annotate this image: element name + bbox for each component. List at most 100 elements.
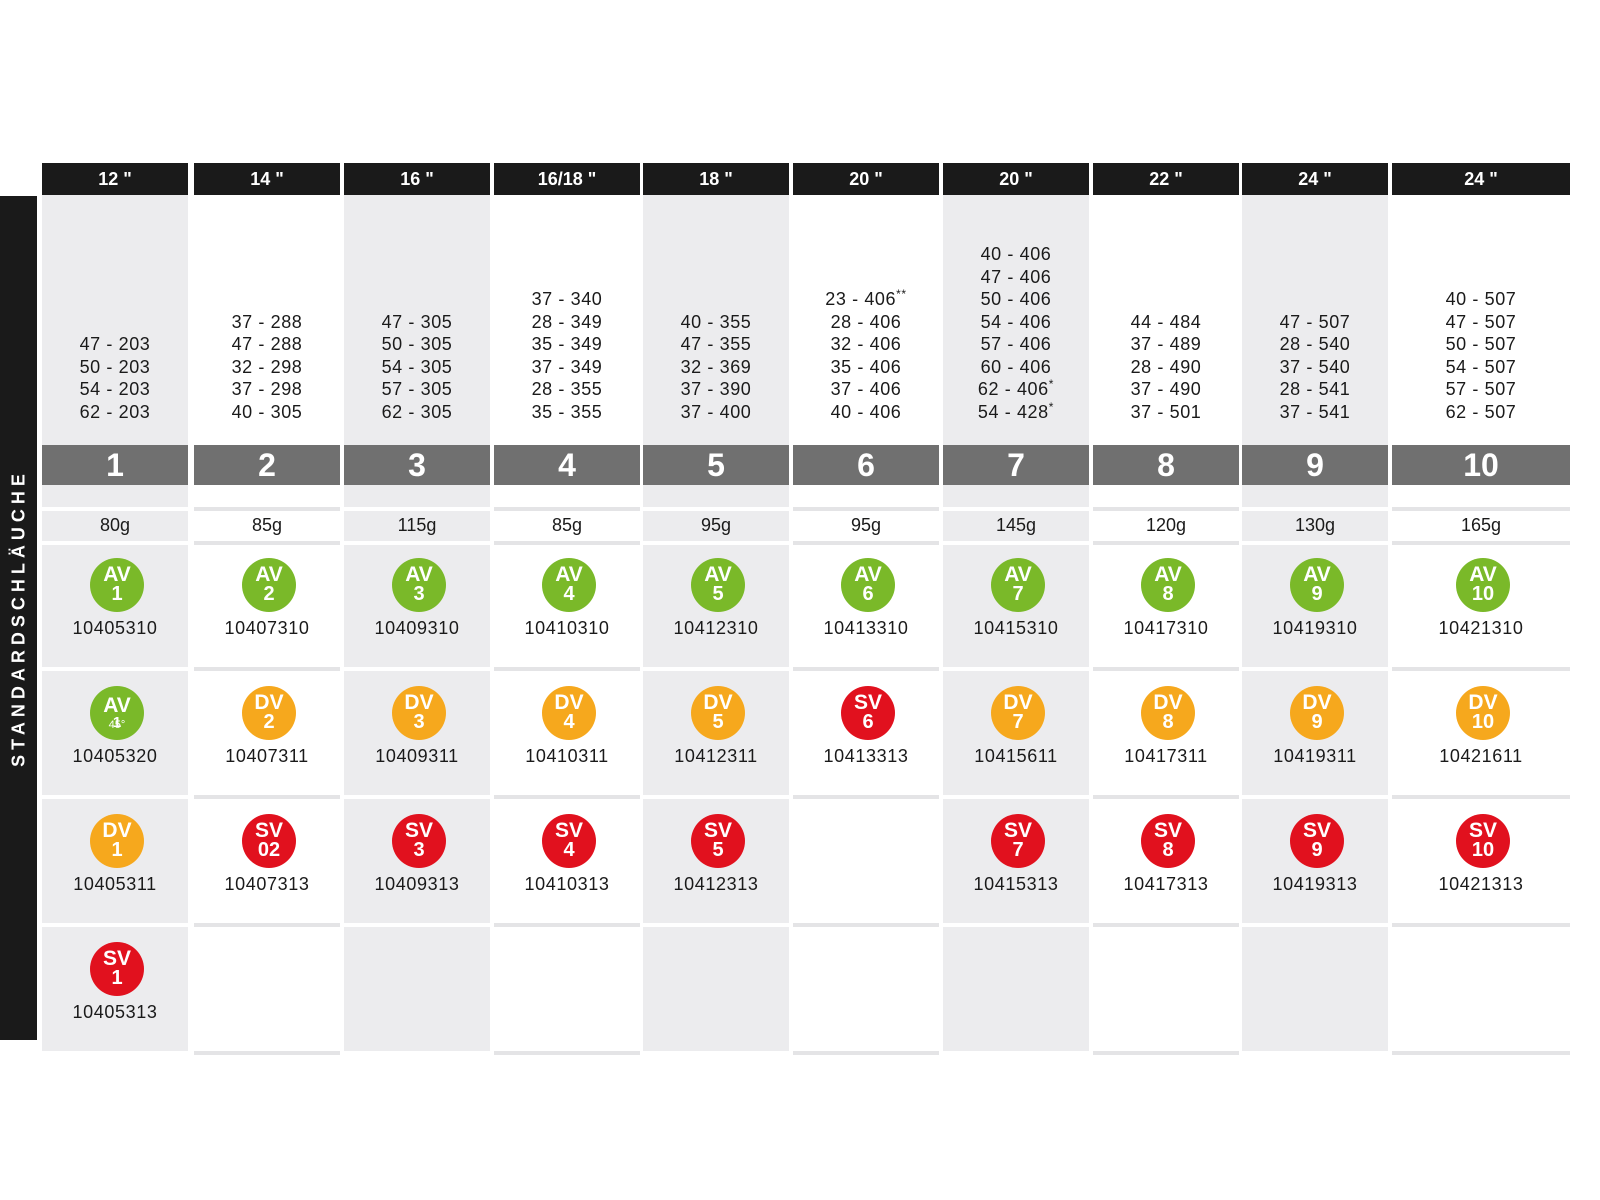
av-valve-badge: AV 10	[1456, 558, 1510, 612]
size-list: 47 - 305 50 - 305 54 - 305 57 - 305 62 - 305	[344, 195, 490, 423]
dv-valve-badge: DV 5	[691, 686, 745, 740]
valve-number: 9	[1311, 711, 1323, 733]
column-number: 8	[1093, 445, 1239, 485]
tire-size-value: 47 - 507	[1445, 311, 1517, 332]
tire-size: 23 - 406**	[825, 288, 906, 311]
tire-size: 50 - 507	[1446, 333, 1517, 356]
row-divider	[793, 795, 939, 799]
row-divider	[344, 507, 490, 511]
tire-size: 37 - 349	[532, 356, 603, 379]
tire-size-value: 62 - 305	[381, 401, 453, 422]
tire-size-value: 50 - 507	[1445, 334, 1517, 354]
valve-type: DV	[254, 691, 284, 714]
row-divider	[1392, 507, 1570, 511]
tire-size-value: 35 - 355	[531, 401, 603, 422]
tire-size-value: 32 - 369	[680, 356, 752, 377]
column-header: 24 "	[1392, 163, 1570, 195]
column-number: 3	[344, 445, 490, 485]
tire-size-value: 50 - 406	[980, 289, 1052, 309]
tire-size-value: 47 - 406	[980, 266, 1052, 287]
valve-type: SV	[1468, 819, 1497, 842]
tube-weight: 80g	[99, 515, 131, 535]
column-number: 10	[1392, 445, 1570, 485]
valve-number: 4	[563, 583, 575, 605]
tire-size-value: 37 - 288	[231, 311, 303, 332]
size-list: 40 - 507 47 - 507 50 - 507 54 - 507 57 - 507…	[1392, 195, 1570, 423]
row-divider	[1242, 795, 1388, 799]
size-list: 44 - 484 37 - 489 28 - 490 37 - 490 37 - 501	[1093, 195, 1239, 423]
tire-size: 62 - 507	[1446, 401, 1517, 424]
tire-size: 47 - 355	[681, 333, 752, 356]
valve-type: AV	[103, 694, 131, 717]
article-number: 10419310	[1272, 618, 1358, 638]
valve-type: AV	[1004, 563, 1032, 586]
tire-size-value: 32 - 298	[231, 356, 303, 377]
tire-size-value: 40 - 355	[680, 311, 752, 332]
tire-size: 37 - 390	[681, 378, 752, 401]
tire-size: 47 - 305	[382, 311, 453, 334]
tire-size-value: 37 - 298	[231, 379, 303, 399]
tire-size-value: 50 - 305	[381, 334, 453, 354]
size-column: 20 " 40 - 406 47 - 406 50 - 406 54 - 406 57 -…	[943, 163, 1089, 1055]
column-background	[1392, 195, 1570, 445]
tire-size: 40 - 355	[681, 311, 752, 334]
row-divider	[42, 507, 188, 511]
article-number: 10407311	[225, 746, 309, 766]
row-divider	[943, 507, 1089, 511]
valve-option: AV 6 10413310	[793, 543, 939, 667]
valve-option: SV 10 10421313	[1392, 799, 1570, 923]
column-background	[643, 195, 789, 445]
article-number: 10421611	[1439, 746, 1523, 766]
valve-option: DV 3 10409311	[344, 671, 490, 795]
tire-size-value: 47 - 305	[381, 311, 453, 332]
size-column: 22 " 44 - 484 37 - 489 28 - 490 37 - 490 37 -…	[1093, 163, 1239, 1055]
row-divider	[194, 1051, 340, 1055]
row-divider	[344, 923, 490, 927]
row-divider	[494, 667, 640, 671]
tire-size: 37 - 406	[831, 378, 902, 401]
valve-type: AV	[555, 563, 583, 586]
tire-size: 28 - 540	[1280, 333, 1351, 356]
tire-size: 57 - 507	[1446, 378, 1517, 401]
tire-size: 40 - 406	[831, 401, 902, 424]
av-valve-badge: AV 9	[1290, 558, 1344, 612]
dv-valve-badge: DV 8	[1141, 686, 1195, 740]
valve-type: SV	[1302, 819, 1331, 842]
av-valve-badge: AV 7	[991, 558, 1045, 612]
row-divider	[943, 1051, 1089, 1055]
row-divider	[1392, 541, 1570, 545]
valve-type: DV	[703, 691, 733, 714]
article-number: 10410310	[524, 618, 610, 638]
row-divider	[494, 541, 640, 545]
row-divider	[42, 795, 188, 799]
valve-number: 02	[257, 839, 281, 861]
tire-size: 40 - 507	[1446, 288, 1517, 311]
article-number: 10415611	[974, 746, 1058, 766]
tube-weight: 95g	[700, 515, 732, 535]
size-list: 37 - 288 47 - 288 32 - 298 37 - 298 40 - 305	[194, 195, 340, 423]
tire-size-value: 44 - 484	[1130, 311, 1202, 332]
dv-valve-badge: DV 2	[242, 686, 296, 740]
valve-angle: 45°	[108, 719, 126, 731]
article-number: 10407313	[224, 874, 310, 894]
column-header: 12 "	[42, 163, 188, 195]
column-number: 2	[194, 445, 340, 485]
footnote-mark: **	[896, 287, 907, 301]
valve-number: 10	[1471, 711, 1495, 733]
tire-size: 62 - 406*	[978, 378, 1054, 401]
tire-size-value: 28 - 406	[830, 311, 902, 332]
row-divider	[194, 541, 340, 545]
valve-number: 9	[1311, 583, 1323, 605]
tire-size-value: 37 - 490	[1130, 379, 1202, 399]
sv-valve-badge: SV 10	[1456, 814, 1510, 868]
valve-number: 8	[1162, 711, 1174, 733]
row-divider	[494, 923, 640, 927]
tube-weight: 165g	[1460, 515, 1502, 535]
valve-option: DV 7 10415611	[943, 671, 1089, 795]
row-divider	[1093, 923, 1239, 927]
column-header: 22 "	[1093, 163, 1239, 195]
valve-type: DV	[554, 691, 584, 714]
valve-type: SV	[404, 819, 433, 842]
row-divider	[42, 923, 188, 927]
tire-size: 32 - 406	[831, 333, 902, 356]
